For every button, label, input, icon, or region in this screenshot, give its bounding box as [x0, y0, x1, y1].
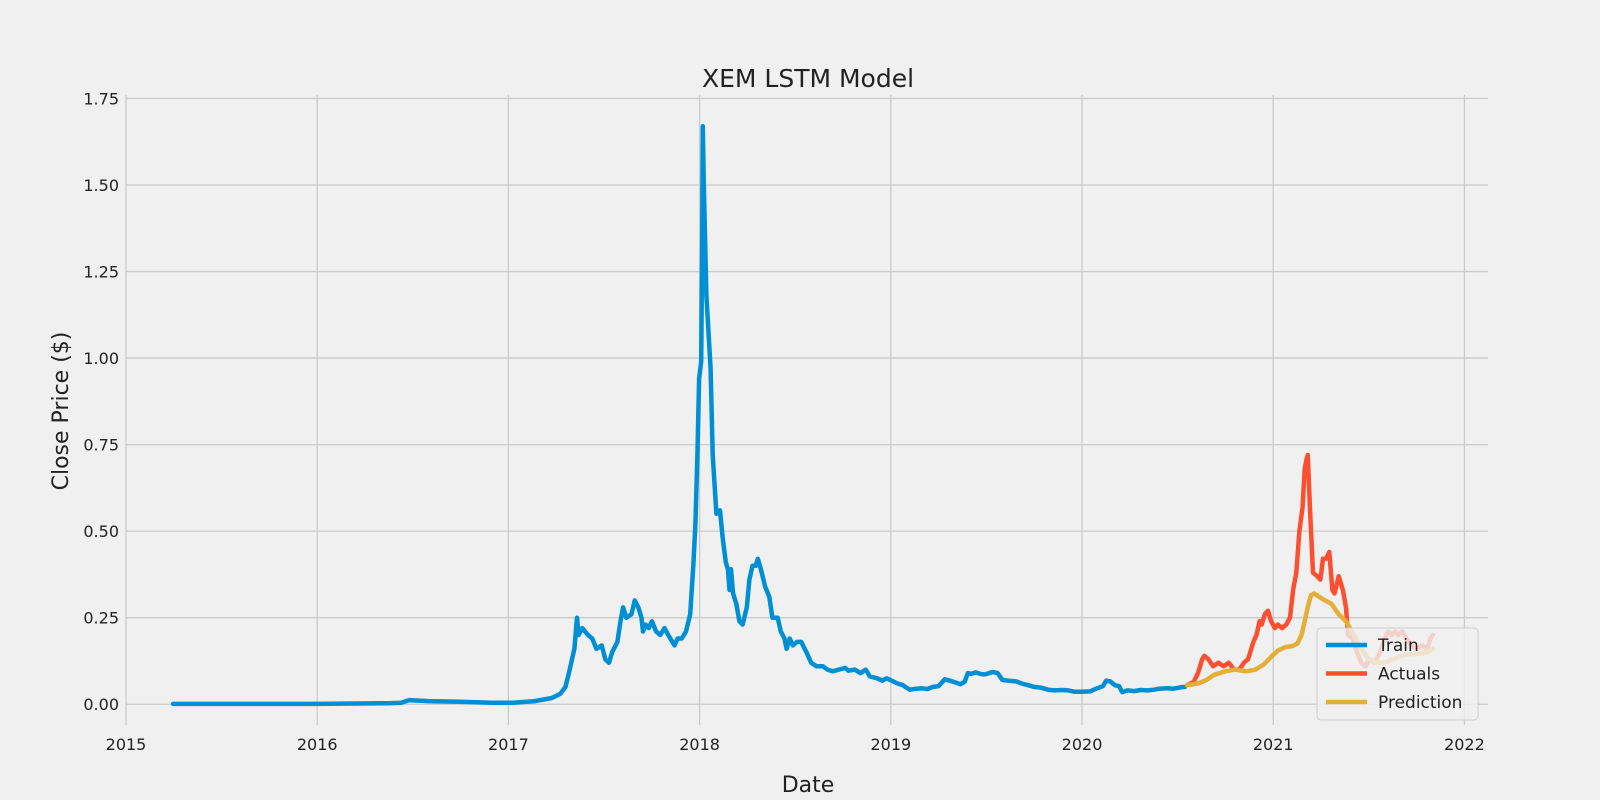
- y-tick-label: 1.25: [83, 263, 119, 282]
- x-tick-label: 2015: [106, 735, 147, 754]
- y-tick-label: 0.25: [83, 609, 119, 628]
- y-tick-label: 1.75: [83, 89, 119, 108]
- y-tick-label: 0.75: [83, 436, 119, 455]
- y-tick-label: 1.50: [83, 176, 119, 195]
- x-tick-label: 2019: [870, 735, 911, 754]
- x-axis-title: Date: [782, 773, 835, 798]
- legend-label-prediction: Prediction: [1378, 693, 1462, 713]
- series-line-train: [170, 123, 1188, 707]
- legend: Train Actuals Prediction: [1316, 627, 1479, 721]
- legend-box: [1316, 627, 1479, 721]
- legend-label-train: Train: [1377, 636, 1419, 656]
- x-tick-label: 2018: [679, 735, 720, 754]
- x-tick-label: 2016: [297, 735, 338, 754]
- x-tick-label: 2017: [488, 735, 529, 754]
- y-tick-label: 0.00: [83, 695, 119, 714]
- x-tick-label: 2021: [1253, 735, 1294, 754]
- legend-label-actuals: Actuals: [1378, 665, 1440, 685]
- chart-title: XEM LSTM Model: [702, 64, 914, 93]
- y-tick-label: 1.00: [83, 349, 119, 368]
- y-tick-label: 0.50: [83, 522, 119, 541]
- tick-labels: 2015 2016 2017 2018 2019 2020 2021 2022 0.00 0.25…: [83, 89, 1484, 754]
- y-axis-title: Close Price ($): [49, 332, 74, 491]
- x-tick-label: 2020: [1062, 735, 1103, 754]
- x-tick-label: 2022: [1444, 735, 1485, 754]
